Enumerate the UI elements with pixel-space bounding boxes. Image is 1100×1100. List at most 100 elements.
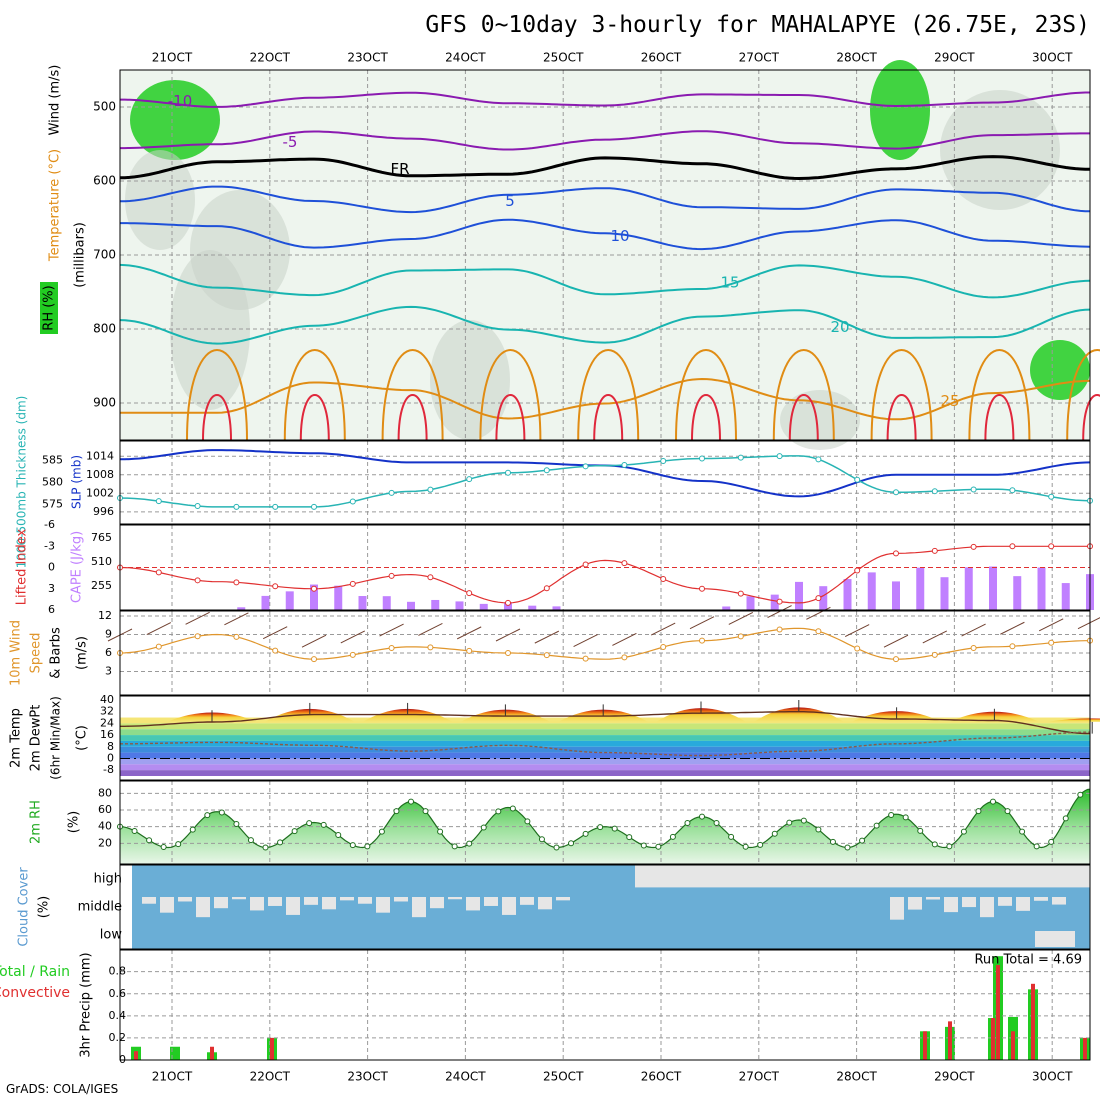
upper-ytick-800: 800	[93, 322, 116, 336]
wind-speed-marker	[621, 654, 628, 661]
isotherm-5	[119, 185, 1091, 214]
cape-bar	[940, 577, 949, 610]
cape-bar	[1061, 583, 1070, 610]
rh-marker	[975, 808, 982, 815]
li-tick--6: -6	[44, 518, 55, 531]
precip-conv-bar-10	[1083, 1037, 1087, 1060]
cloud-middle-gap	[430, 897, 444, 909]
temp-band-5	[120, 746, 1090, 753]
wind-barb	[185, 611, 210, 625]
rh-marker	[684, 820, 691, 827]
cloud-level-low: low	[100, 928, 123, 943]
cloud-middle-gap-late	[908, 897, 922, 910]
wind-barb	[301, 634, 327, 648]
wind-speed-line	[119, 627, 1090, 660]
rh-marker	[873, 822, 880, 829]
cloud-middle-gap	[358, 897, 372, 904]
run-total-label: Run Total = 4.69	[974, 953, 1082, 968]
thickness-marker	[427, 486, 434, 493]
cloud-middle-gap-late	[998, 897, 1012, 906]
cloud-middle-gap	[160, 897, 174, 913]
cape-bar	[770, 594, 779, 610]
slp-line	[120, 449, 1091, 498]
wind-tick-9: 9	[105, 628, 112, 641]
precip-conv-bar-3	[270, 1037, 274, 1060]
temp-tick-32: 32	[100, 705, 114, 718]
thickness-marker	[893, 489, 899, 496]
cloud-middle-gap-late	[890, 897, 904, 920]
thickness-marker	[505, 469, 511, 476]
date-label-bottom-26OCT: 26OCT	[641, 1070, 682, 1084]
rh-marker	[844, 844, 851, 851]
temp-hump-6	[753, 707, 844, 722]
wind-speed-marker	[1048, 639, 1055, 646]
thickness-line	[119, 455, 1091, 508]
cape-bar	[746, 596, 755, 610]
wind-barb	[495, 628, 521, 642]
wind-speed-marker	[893, 656, 899, 663]
temp-hump-5	[656, 708, 746, 722]
cape-bar	[964, 567, 973, 610]
rh-marker	[669, 833, 676, 840]
slp-label: SLP (mb)	[70, 455, 84, 509]
date-label-bottom-22OCT: 22OCT	[250, 1070, 291, 1084]
thickness-marker	[155, 498, 162, 505]
li-label: Lifted Index	[15, 528, 30, 605]
cape-bar	[479, 603, 488, 610]
warm-arch-0	[186, 349, 248, 441]
rh-tick-40: 40	[98, 820, 112, 833]
cape-bar	[237, 607, 246, 610]
li-tick-0: 0	[48, 561, 55, 574]
rh-marker	[640, 842, 647, 849]
wind-speed-marker	[582, 655, 589, 662]
isotherm-label-20: 20	[830, 318, 849, 336]
lifted-index-marker	[349, 580, 356, 587]
rh-shade-8	[780, 390, 860, 450]
rh-marker	[1048, 838, 1055, 845]
warm-arch-1	[283, 349, 346, 441]
temp-label-1: 2m Temp	[9, 708, 24, 768]
rh-marker	[437, 828, 444, 835]
rh-marker	[655, 843, 662, 850]
wind-barb	[262, 626, 288, 640]
isotherm-label-15: 15	[720, 273, 739, 291]
rh-marker	[378, 828, 385, 835]
cape-bar	[819, 586, 828, 610]
thickness-marker	[194, 503, 201, 510]
hot-arch-3	[495, 394, 526, 441]
cloud-middle-gap	[556, 897, 570, 901]
rh-shade-4	[1030, 340, 1090, 400]
rh-marker	[553, 844, 560, 851]
li-tick--3: -3	[44, 539, 55, 552]
rh-marker	[699, 813, 705, 820]
rh-marker	[568, 840, 575, 847]
wind-speed-marker	[194, 633, 201, 640]
precip-tick-0.8: 0.8	[109, 965, 127, 978]
wind-barb	[456, 626, 482, 640]
rh-marker	[582, 830, 589, 837]
cape-bar	[916, 567, 925, 610]
rh-marker	[306, 820, 313, 827]
cape-bar	[455, 601, 464, 610]
cape-bar	[358, 596, 367, 610]
cloud-level-high: high	[94, 872, 122, 887]
wind-barb	[418, 622, 443, 636]
rh-shade-5	[940, 90, 1060, 210]
precip-conv-bar-4	[923, 1031, 927, 1060]
cape-tick-765: 765	[91, 531, 112, 544]
temp-label-4: (°C)	[75, 725, 90, 751]
wind-barb	[379, 623, 404, 637]
upper-frame	[119, 69, 1091, 441]
precip-tick-0.2: 0.2	[109, 1031, 127, 1044]
wind-label-2: Speed	[29, 633, 44, 674]
rh-marker	[800, 817, 807, 824]
cape-bar	[285, 591, 294, 610]
thickness-marker	[776, 453, 783, 460]
cape-bar	[843, 579, 852, 610]
warm-arch-4	[577, 349, 640, 441]
rh-tick-60: 60	[98, 803, 112, 816]
isotherm-15	[119, 263, 1091, 299]
rh-marker	[262, 844, 269, 851]
slp-tick-1002: 1002	[86, 486, 114, 499]
lifted-index-marker	[854, 567, 861, 574]
